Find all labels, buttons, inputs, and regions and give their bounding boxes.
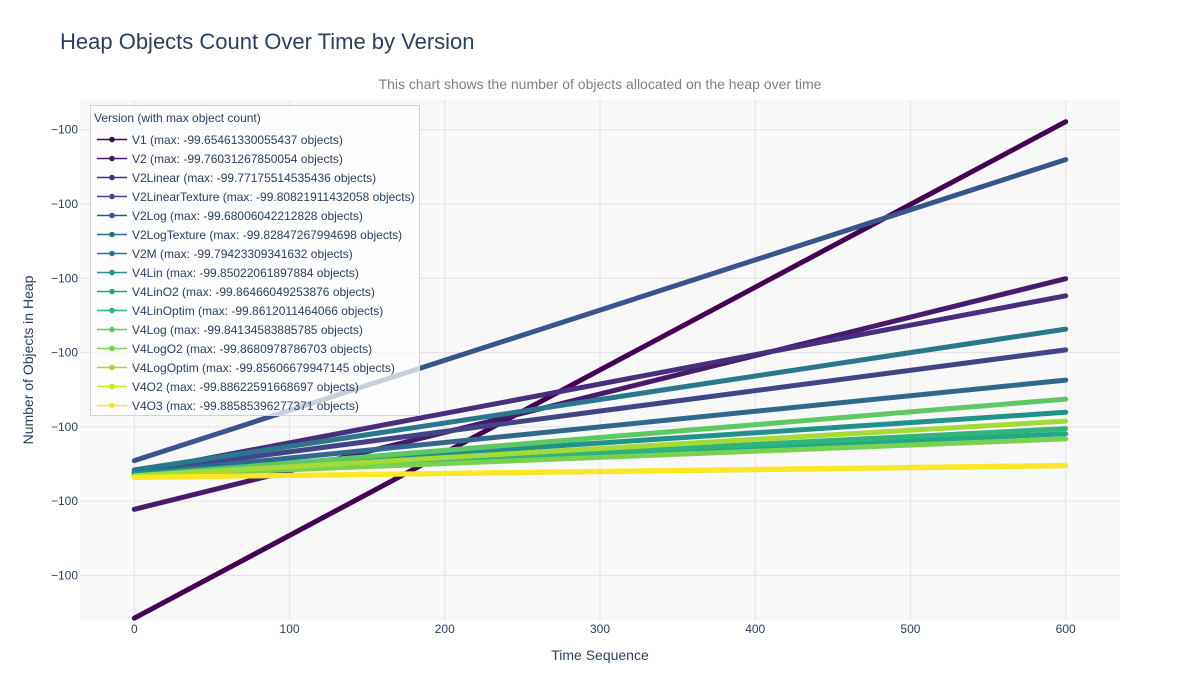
- legend[interactable]: Version (with max object count) V1 (max:…: [90, 105, 420, 416]
- legend-label-10: V4Log (max: -99.84134583885785 objects): [132, 322, 363, 337]
- legend-swatch-14: [97, 402, 127, 409]
- x-tick-label-3: 300: [590, 622, 610, 636]
- chart-subtitle: This chart shows the number of objects a…: [378, 76, 822, 92]
- legend-label-11: V4LogO2 (max: -99.8680978786703 objects): [132, 341, 373, 356]
- legend-label-14: V4O3 (max: -99.88585396277371 objects): [132, 398, 359, 413]
- legend-label-13: V4O2 (max: -99.88622591668697 objects): [132, 379, 359, 394]
- legend-swatch-6: [97, 250, 127, 257]
- chart-title: Heap Objects Count Over Time by Version: [60, 29, 475, 54]
- series-line-0[interactable]: [131, 119, 1069, 621]
- legend-item-2[interactable]: V2Linear (max: -99.77175514535436 object…: [94, 168, 416, 187]
- y-tick-label-2: −100: [51, 271, 78, 285]
- legend-swatch-2: [97, 174, 127, 181]
- legend-item-12[interactable]: V4LogOptim (max: -99.85606679947145 obje…: [94, 358, 416, 377]
- series-line-6[interactable]: [131, 326, 1069, 473]
- series-line-3[interactable]: [131, 347, 1069, 475]
- series-line-11[interactable]: [131, 436, 1069, 479]
- y-tick-label-6: −100: [51, 568, 78, 582]
- x-tick-label-1: 100: [280, 622, 300, 636]
- series-lines: [131, 119, 1069, 621]
- legend-label-7: V4Lin (max: -99.85022061897884 objects): [132, 265, 359, 280]
- y-tick-label-0: −100: [51, 123, 78, 137]
- legend-item-13[interactable]: V4O2 (max: -99.88622591668697 objects): [94, 377, 416, 396]
- legend-swatch-8: [97, 288, 127, 295]
- x-tick-label-6: 600: [1056, 622, 1076, 636]
- legend-swatch-10: [97, 326, 127, 333]
- series-line-10[interactable]: [131, 396, 1069, 479]
- legend-label-1: V2 (max: -99.76031267850054 objects): [132, 151, 343, 166]
- y-tick-label-5: −100: [51, 494, 78, 508]
- legend-item-10[interactable]: V4Log (max: -99.84134583885785 objects): [94, 320, 416, 339]
- legend-swatch-9: [97, 307, 127, 314]
- legend-label-2: V2Linear (max: -99.77175514535436 object…: [132, 170, 377, 185]
- legend-item-14[interactable]: V4O3 (max: -99.88585396277371 objects): [94, 396, 416, 415]
- legend-item-5[interactable]: V2LogTexture (max: -99.82847267994698 ob…: [94, 225, 416, 244]
- legend-label-12: V4LogOptim (max: -99.85606679947145 obje…: [132, 360, 395, 375]
- legend-swatch-3: [97, 193, 127, 200]
- legend-label-4: V2Log (max: -99.68006042212828 objects): [132, 208, 363, 223]
- legend-label-8: V4LinO2 (max: -99.86466049253876 objects…: [132, 284, 375, 299]
- legend-label-0: V1 (max: -99.65461330055437 objects): [132, 132, 343, 147]
- legend-swatch-13: [97, 383, 127, 390]
- series-line-14[interactable]: [131, 462, 1069, 480]
- series-line-12[interactable]: [131, 418, 1069, 479]
- legend-item-0[interactable]: V1 (max: -99.65461330055437 objects): [94, 130, 416, 149]
- legend-item-6[interactable]: V2M (max: -99.79423309341632 objects): [94, 244, 416, 263]
- legend-swatch-0: [97, 136, 127, 143]
- x-tick-label-5: 500: [900, 622, 920, 636]
- y-tick-label-1: −100: [51, 197, 78, 211]
- x-tick-label-0: 0: [131, 622, 138, 636]
- legend-item-4[interactable]: V2Log (max: -99.68006042212828 objects): [94, 206, 416, 225]
- legend-title: Version (with max object count): [94, 111, 261, 125]
- legend-items: V1 (max: -99.65461330055437 objects) V2 (…: [94, 130, 416, 415]
- legend-label-6: V2M (max: -99.79423309341632 objects): [132, 246, 353, 261]
- series-line-5[interactable]: [131, 377, 1069, 477]
- y-tick-label-4: −100: [51, 420, 78, 434]
- legend-swatch-1: [97, 155, 127, 162]
- legend-swatch-11: [97, 345, 127, 352]
- y-tick-label-3: −100: [51, 346, 78, 360]
- legend-label-3: V2LinearTexture (max: -99.80821911432058…: [132, 189, 415, 204]
- axis-labels: Time Sequence Number of Objects in Heap …: [20, 123, 1076, 663]
- x-axis-label: Time Sequence: [551, 647, 649, 663]
- legend-swatch-12: [97, 364, 127, 371]
- legend-label-5: V2LogTexture (max: -99.82847267994698 ob…: [132, 227, 403, 242]
- x-tick-label-4: 400: [745, 622, 765, 636]
- legend-label-9: V4LinOptim (max: -99.8612011464066 objec…: [132, 303, 384, 318]
- legend-swatch-5: [97, 231, 127, 238]
- legend-swatch-7: [97, 269, 127, 276]
- legend-item-1[interactable]: V2 (max: -99.76031267850054 objects): [94, 149, 416, 168]
- series-line-2[interactable]: [131, 293, 1069, 475]
- legend-swatch-4: [97, 212, 127, 219]
- legend-item-7[interactable]: V4Lin (max: -99.85022061897884 objects): [94, 263, 416, 282]
- legend-item-8[interactable]: V4LinO2 (max: -99.86466049253876 objects…: [94, 282, 416, 301]
- y-axis-label: Number of Objects in Heap: [20, 275, 36, 444]
- x-tick-label-2: 200: [435, 622, 455, 636]
- legend-item-3[interactable]: V2LinearTexture (max: -99.80821911432058…: [94, 187, 416, 206]
- legend-item-9[interactable]: V4LinOptim (max: -99.8612011464066 objec…: [94, 301, 416, 320]
- legend-item-11[interactable]: V4LogO2 (max: -99.8680978786703 objects): [94, 339, 416, 358]
